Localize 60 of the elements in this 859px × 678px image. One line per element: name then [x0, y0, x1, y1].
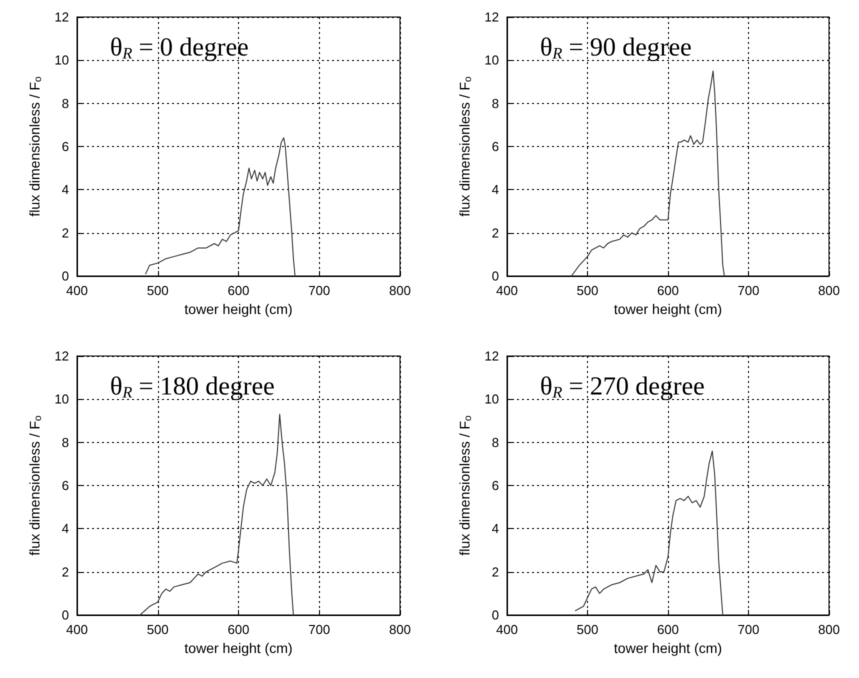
y-tick-label: 12 — [484, 348, 499, 364]
x-tick-label: 600 — [228, 283, 250, 298]
y-axis-title: flux dimensionless / Fo — [26, 414, 44, 556]
x-tick-label: 800 — [818, 622, 840, 637]
y-tick-label: 12 — [54, 348, 69, 364]
x-tick-label: 400 — [496, 283, 518, 298]
y-tick-label: 2 — [62, 564, 69, 580]
y-tick-label: 0 — [62, 268, 69, 284]
y-tick-label: 12 — [484, 10, 499, 24]
y-tick-label: 0 — [62, 608, 69, 622]
y-tick-label: 2 — [62, 225, 69, 240]
y-tick-label: 2 — [492, 225, 499, 240]
x-tick-label: 400 — [496, 622, 518, 637]
y-tick-label: 8 — [492, 434, 499, 450]
x-axis-title: tower height (cm) — [614, 640, 722, 656]
x-tick-label: 600 — [228, 622, 250, 637]
y-tick-label: 6 — [492, 478, 499, 493]
x-tick-label: 500 — [146, 622, 169, 637]
y-tick-label: 6 — [492, 139, 499, 154]
line-series — [145, 137, 296, 276]
y-axis-title: flux dimensionless / Fo — [456, 414, 474, 556]
x-tick-label: 600 — [657, 622, 679, 637]
x-tick-label: 800 — [389, 622, 411, 637]
x-tick-label: 500 — [146, 283, 169, 298]
x-tick-label: 700 — [308, 283, 330, 298]
line-series — [139, 414, 294, 616]
y-tick-label: 12 — [54, 10, 69, 24]
x-axis-title: tower height (cm) — [184, 640, 293, 656]
line-series — [570, 70, 725, 276]
y-tick-label: 4 — [62, 521, 69, 536]
x-tick-label: 500 — [576, 283, 598, 298]
y-tick-label: 6 — [62, 478, 69, 493]
y-tick-label: 10 — [54, 52, 69, 68]
x-tick-label: 500 — [576, 622, 598, 637]
y-tick-label: 4 — [492, 182, 499, 198]
y-tick-label: 8 — [492, 96, 499, 111]
x-tick-label: 600 — [657, 283, 679, 298]
x-tick-label: 800 — [818, 283, 840, 298]
y-tick-label: 8 — [62, 96, 69, 111]
y-tick-label: 0 — [492, 268, 499, 284]
x-tick-label: 700 — [308, 622, 330, 637]
y-tick-label: 10 — [54, 392, 69, 407]
y-tick-label: 4 — [62, 182, 69, 198]
y-tick-label: 6 — [62, 139, 69, 154]
y-tick-label: 10 — [484, 392, 499, 407]
x-tick-label: 800 — [389, 283, 411, 298]
y-tick-label: 8 — [62, 434, 69, 450]
y-tick-label: 2 — [492, 564, 499, 580]
y-axis-title: flux dimensionless / Fo — [456, 76, 474, 217]
x-tick-label: 700 — [738, 283, 760, 298]
y-tick-label: 10 — [484, 52, 499, 68]
y-axis-title: flux dimensionless / Fo — [26, 76, 44, 217]
x-tick-label: 400 — [66, 283, 88, 298]
x-tick-label: 700 — [738, 622, 760, 637]
y-tick-label: 0 — [492, 608, 499, 622]
x-axis-title: tower height (cm) — [184, 300, 293, 317]
x-axis-title: tower height (cm) — [614, 300, 722, 317]
line-series — [574, 450, 724, 616]
x-tick-label: 400 — [66, 622, 88, 637]
y-tick-label: 4 — [492, 521, 499, 536]
